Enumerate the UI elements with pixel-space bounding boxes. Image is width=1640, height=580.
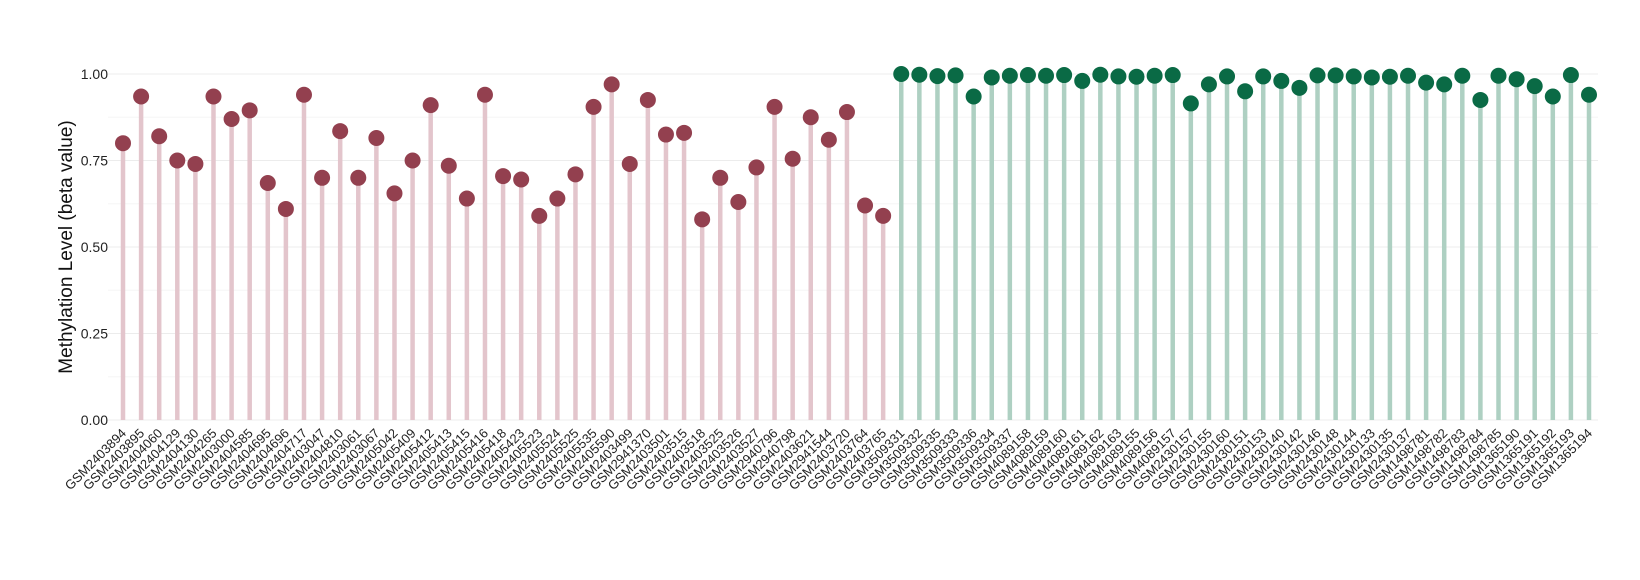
lollipop-point — [911, 66, 928, 83]
lollipop-point — [603, 76, 620, 93]
lollipop-point — [1164, 67, 1181, 84]
lollipop-point — [657, 126, 674, 143]
lollipop-point — [965, 88, 982, 105]
lollipop-point — [875, 207, 892, 224]
y-axis-ticks: 0.00 0.25 0.50 0.75 1.00 — [81, 66, 108, 428]
lollipop-point — [1273, 72, 1290, 89]
lollipop-point — [1526, 78, 1543, 95]
lollipop-point — [1472, 91, 1489, 108]
lollipop-point — [857, 197, 874, 214]
lollipop-point — [205, 88, 222, 105]
lollipop-point — [1291, 79, 1308, 96]
lollipop-point — [1146, 67, 1163, 84]
lollipop-point — [1128, 68, 1145, 85]
lollipop-point — [1562, 67, 1579, 84]
lollipop-point — [929, 68, 946, 85]
grid-lines — [108, 73, 1598, 421]
lollipop-point — [1200, 76, 1217, 93]
lollipop-point — [476, 86, 493, 103]
lollipop-point — [621, 155, 638, 172]
lollipop-point — [1019, 67, 1036, 84]
lollipop-point — [1309, 67, 1326, 84]
lollipop-point — [495, 168, 512, 185]
lollipop-point — [440, 157, 457, 174]
lollipop-point — [458, 190, 475, 207]
lollipop-point — [422, 97, 439, 114]
lollipop-point — [1182, 95, 1199, 112]
lollipop-point — [1056, 67, 1073, 84]
lollipop-point — [1092, 66, 1109, 83]
lollipop-point — [676, 124, 693, 141]
y-tick-label: 0.25 — [81, 326, 108, 342]
lollipop-point — [1255, 68, 1272, 85]
points — [115, 66, 1597, 228]
lollipop-point — [1418, 74, 1435, 91]
lollipop-point — [1110, 68, 1127, 85]
lollipop-point — [639, 91, 656, 108]
lollipop-point — [404, 152, 421, 169]
lollipop-point — [730, 194, 747, 211]
lollipop-point — [241, 102, 258, 119]
lollipop-point — [1400, 67, 1417, 84]
x-axis-labels: GSM2403894GSM2403895GSM2404060GSM2404129… — [62, 426, 1595, 493]
lollipop-point — [1436, 76, 1453, 93]
lollipop-point — [947, 67, 964, 84]
lollipop-point — [838, 104, 855, 121]
lollipop-point — [223, 110, 240, 127]
lollipop-point — [983, 69, 1000, 86]
lollipop-point — [295, 86, 312, 103]
lollipop-point — [1363, 69, 1380, 86]
lollipop-point — [1327, 67, 1344, 84]
y-axis-title: Methylation Level (beta value) — [56, 120, 77, 373]
lollipop-point — [784, 150, 801, 167]
lollipop-point — [187, 155, 204, 172]
y-tick-label: 1.00 — [81, 66, 108, 82]
lollipop-point — [1345, 68, 1362, 85]
lollipop-point — [1490, 67, 1507, 84]
lollipop-point — [694, 211, 711, 228]
lollipop-point — [712, 169, 729, 186]
lollipop-point — [893, 66, 910, 82]
lollipop-point — [748, 159, 765, 176]
lollipop-point — [1074, 72, 1091, 89]
lollipop-point — [332, 123, 349, 140]
lollipop-point — [567, 166, 584, 183]
lollipop-point — [350, 169, 367, 186]
lollipop-point — [133, 88, 150, 105]
lollipop-point — [820, 131, 837, 148]
lollipop-point — [531, 207, 548, 224]
y-tick-label: 0.00 — [81, 412, 108, 428]
lollipop-point — [585, 98, 602, 115]
lollipop-point — [1581, 86, 1597, 103]
lollipop-point — [151, 128, 168, 145]
lollipop-point — [802, 109, 819, 126]
stems — [120, 74, 1592, 420]
lollipop-point — [1219, 68, 1236, 85]
lollipop-point — [1544, 88, 1561, 105]
lollipop-point — [1508, 71, 1525, 88]
lollipop-point — [1381, 68, 1398, 85]
lollipop-point — [368, 130, 385, 147]
y-tick-label: 0.75 — [81, 153, 108, 169]
lollipop-point — [277, 200, 294, 217]
lollipop-point — [549, 190, 566, 207]
lollipop-point — [1038, 67, 1055, 84]
lollipop-point — [115, 135, 131, 152]
lollipop-point — [513, 171, 530, 188]
lollipop-point — [1237, 83, 1254, 100]
lollipop-point — [1454, 67, 1471, 84]
y-tick-label: 0.50 — [81, 239, 108, 255]
lollipop-point — [259, 174, 276, 191]
lollipop-point — [314, 169, 331, 186]
lollipop-point — [1001, 67, 1018, 84]
lollipop-point — [766, 98, 783, 115]
lollipop-point — [386, 185, 403, 202]
lollipop-point — [169, 152, 186, 169]
